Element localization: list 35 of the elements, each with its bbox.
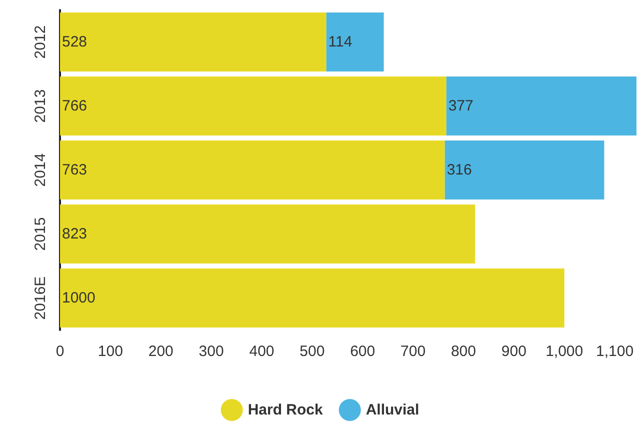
x-tick-label: 600	[350, 343, 376, 360]
y-tick-label: 2015	[32, 217, 49, 251]
x-tick-label: 800	[450, 343, 476, 360]
x-tick-label: 200	[148, 343, 174, 360]
bar	[60, 12, 326, 72]
bar	[60, 268, 564, 328]
bar	[446, 76, 636, 136]
data-label: 766	[62, 98, 88, 114]
x-tick-label: 1,000	[546, 343, 584, 360]
x-tick-label: 300	[198, 343, 224, 360]
bar	[60, 204, 476, 264]
data-label: 763	[62, 162, 88, 178]
x-tick-label: 100	[98, 343, 123, 360]
x-tick-label: 400	[249, 343, 274, 360]
bar	[444, 140, 604, 200]
data-label: 377	[448, 98, 474, 114]
legend-label: Hard Rock	[248, 402, 324, 418]
y-tick-label: 2016E	[32, 276, 49, 320]
x-tick-label: 1,100	[596, 343, 634, 360]
x-tick-label: 0	[56, 343, 64, 360]
x-tick-label: 900	[501, 343, 526, 360]
x-tick-label: 500	[300, 343, 325, 360]
data-label: 316	[446, 162, 472, 178]
data-label: 1000	[62, 290, 96, 306]
bar	[60, 140, 445, 200]
legend-label: Alluvial	[366, 402, 420, 418]
y-tick-label: 2014	[32, 153, 49, 187]
y-tick-label: 2013	[32, 89, 49, 123]
data-label: 114	[328, 34, 352, 50]
bar	[60, 76, 446, 136]
y-tick-label: 2012	[32, 25, 49, 59]
bar	[326, 12, 384, 72]
x-tick-label: 700	[400, 343, 426, 360]
data-label: 823	[62, 226, 88, 242]
data-label: 528	[62, 34, 88, 50]
